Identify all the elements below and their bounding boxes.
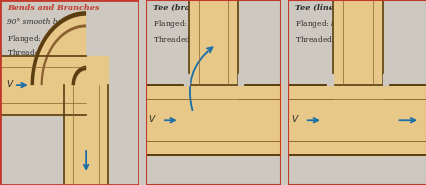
Wedge shape (40, 24, 86, 85)
Text: $V$: $V$ (148, 113, 157, 124)
Wedge shape (31, 11, 86, 85)
Text: Bends and Branches: Bends and Branches (7, 4, 99, 12)
Text: Threaded: $K_L = 0.9$: Threaded: $K_L = 0.9$ (294, 35, 366, 46)
Text: Tee (line flow):: Tee (line flow): (294, 4, 361, 12)
Text: 90° smooth bend:: 90° smooth bend: (7, 18, 74, 26)
Wedge shape (72, 66, 86, 85)
Text: Flanged: $K_L = 1.0$: Flanged: $K_L = 1.0$ (152, 18, 219, 31)
Wedge shape (31, 11, 86, 85)
Text: Threaded: $K_L = 0.9$: Threaded: $K_L = 0.9$ (7, 48, 79, 59)
Text: Threaded: $K_L = 2.0$: Threaded: $K_L = 2.0$ (152, 35, 224, 46)
Text: $V$: $V$ (290, 113, 299, 124)
Text: Flanged: $K_L = 0.2$: Flanged: $K_L = 0.2$ (294, 18, 360, 31)
Text: Tee (branch flow):: Tee (branch flow): (152, 4, 234, 12)
Text: $V$: $V$ (6, 78, 14, 89)
Text: Flanged: $K_L = 0.3$: Flanged: $K_L = 0.3$ (7, 33, 73, 45)
